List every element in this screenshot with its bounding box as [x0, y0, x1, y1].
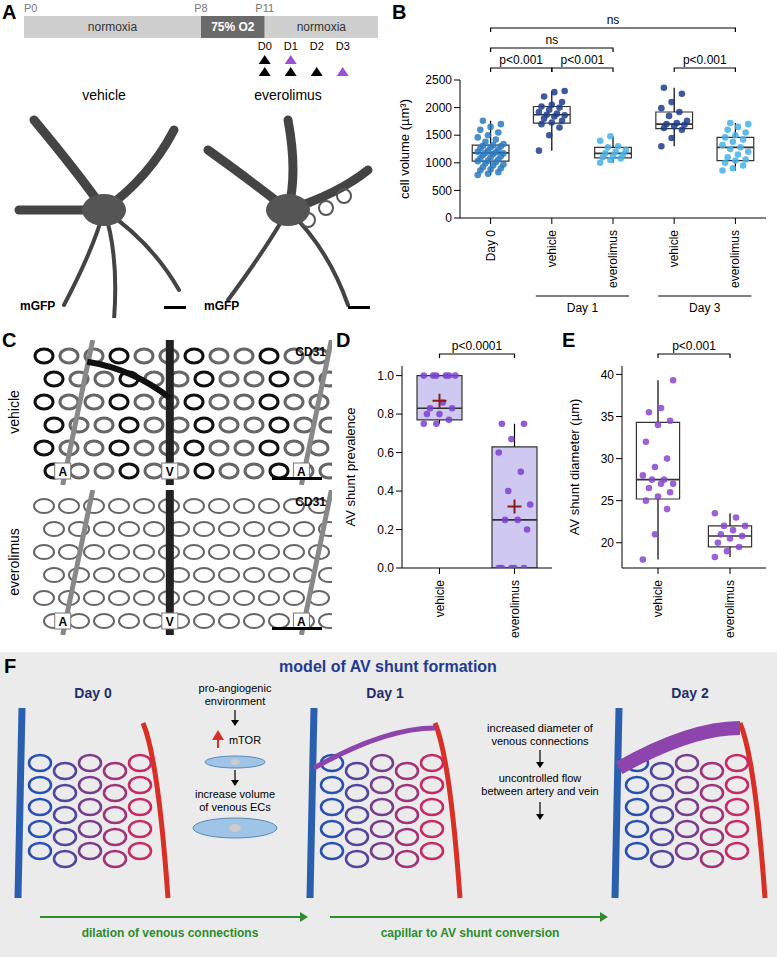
svg-text:of venous ECs: of venous ECs [199, 801, 271, 813]
svg-text:p<0.001: p<0.001 [561, 53, 605, 67]
svg-text:mTOR: mTOR [229, 734, 261, 746]
svg-text:Day 1: Day 1 [567, 301, 599, 315]
svg-text:A: A [58, 465, 67, 479]
svg-text:AV shunt diameter (µm): AV shunt diameter (µm) [567, 399, 582, 536]
svg-text:0.2: 0.2 [377, 523, 394, 537]
svg-text:40: 40 [601, 368, 615, 382]
svg-text:D1: D1 [284, 40, 298, 52]
svg-text:A: A [297, 465, 306, 479]
svg-text:P0: P0 [24, 2, 37, 14]
svg-text:D3: D3 [336, 40, 350, 52]
svg-text:20: 20 [601, 536, 615, 550]
svg-text:pro-angiogenic: pro-angiogenic [199, 682, 272, 694]
svg-text:p<0.0001: p<0.0001 [452, 339, 503, 353]
svg-text:p<0.001: p<0.001 [672, 339, 716, 353]
svg-text:vehicle: vehicle [667, 230, 681, 268]
svg-text:500: 500 [432, 184, 452, 198]
svg-text:everolimus: everolimus [728, 230, 742, 288]
svg-text:between artery and vein: between artery and vein [481, 785, 598, 797]
svg-text:ns: ns [607, 13, 620, 27]
html-text:vehicle: vehicle [6, 390, 22, 434]
svg-text:model of AV shunt formation: model of AV shunt formation [279, 658, 497, 675]
svg-text:A: A [297, 615, 306, 629]
svg-text:mGFP: mGFP [204, 299, 239, 313]
svg-text:vehicle: vehicle [433, 580, 447, 618]
svg-text:CD31: CD31 [295, 345, 326, 359]
svg-text:everolimus: everolimus [254, 87, 322, 103]
svg-text:Day 3: Day 3 [689, 301, 721, 315]
svg-text:dilation of venous connections: dilation of venous connections [82, 926, 259, 940]
svg-text:normoxia: normoxia [88, 20, 138, 34]
svg-text:Day 0: Day 0 [484, 230, 498, 262]
svg-text:increase volume: increase volume [195, 788, 275, 800]
html-text:A: A [2, 1, 17, 23]
svg-text:environment: environment [205, 695, 266, 707]
svg-text:1.0: 1.0 [377, 369, 394, 383]
svg-text:vehicle: vehicle [651, 580, 665, 618]
html-text:everolimus: everolimus [6, 528, 22, 596]
svg-text:everolimus: everolimus [723, 580, 737, 638]
html-text:E: E [562, 329, 576, 351]
svg-text:P8: P8 [194, 2, 207, 14]
svg-text:p<0.001: p<0.001 [683, 53, 727, 67]
svg-text:25: 25 [601, 494, 615, 508]
svg-text:0.6: 0.6 [377, 446, 394, 460]
svg-text:P11: P11 [255, 2, 274, 14]
svg-text:A: A [58, 615, 67, 629]
svg-text:cell volume (µm³): cell volume (µm³) [397, 99, 412, 199]
svg-text:0: 0 [445, 211, 452, 225]
svg-text:D0: D0 [258, 40, 272, 52]
svg-text:1500: 1500 [425, 128, 452, 142]
svg-text:Day 1: Day 1 [366, 685, 404, 701]
html-text:B: B [392, 1, 407, 23]
svg-text:Day 2: Day 2 [671, 685, 709, 701]
svg-text:capillar to AV shunt conversio: capillar to AV shunt conversion [381, 926, 560, 940]
svg-text:0.8: 0.8 [377, 407, 394, 421]
html-text:D: D [336, 329, 351, 351]
html-text:F: F [4, 655, 17, 677]
svg-text:normoxia: normoxia [297, 20, 347, 34]
svg-text:2500: 2500 [425, 73, 452, 87]
svg-text:increased diameter of: increased diameter of [487, 722, 594, 734]
svg-text:uncontrolled flow: uncontrolled flow [499, 772, 582, 784]
svg-text:V: V [166, 465, 174, 479]
svg-text:ns: ns [545, 33, 558, 47]
svg-text:30: 30 [601, 452, 615, 466]
svg-text:V: V [166, 615, 174, 629]
svg-text:2000: 2000 [425, 101, 452, 115]
svg-text:everolimus: everolimus [508, 580, 522, 638]
svg-text:everolimus: everolimus [606, 230, 620, 288]
html-text:C: C [2, 329, 17, 351]
svg-text:D2: D2 [310, 40, 324, 52]
svg-text:0.4: 0.4 [377, 484, 394, 498]
svg-text:Day 0: Day 0 [74, 685, 112, 701]
svg-text:35: 35 [601, 410, 615, 424]
svg-text:vehicle: vehicle [545, 230, 559, 268]
svg-text:1000: 1000 [425, 156, 452, 170]
svg-text:CD31: CD31 [295, 495, 326, 509]
svg-text:mGFP: mGFP [20, 299, 55, 313]
svg-text:0.0: 0.0 [377, 561, 394, 575]
svg-text:75% O2: 75% O2 [211, 20, 255, 34]
svg-text:venous connections: venous connections [491, 735, 589, 747]
svg-text:p<0.001: p<0.001 [499, 53, 543, 67]
svg-text:AV shunt prevalence: AV shunt prevalence [343, 408, 358, 527]
svg-text:vehicle: vehicle [82, 87, 126, 103]
